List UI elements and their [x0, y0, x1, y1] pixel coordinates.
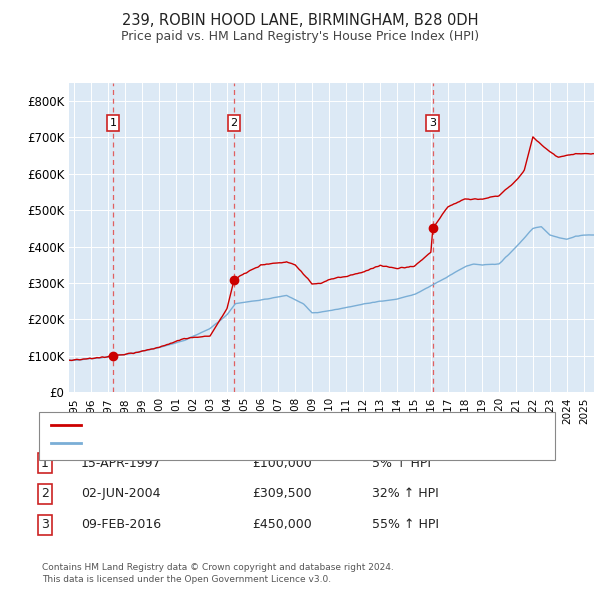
Text: 55% ↑ HPI: 55% ↑ HPI — [372, 518, 439, 531]
Text: 3: 3 — [41, 518, 49, 531]
Text: 5% ↑ HPI: 5% ↑ HPI — [372, 457, 431, 470]
Text: £100,000: £100,000 — [252, 457, 312, 470]
Text: £450,000: £450,000 — [252, 518, 312, 531]
Text: 239, ROBIN HOOD LANE, BIRMINGHAM, B28 0DH: 239, ROBIN HOOD LANE, BIRMINGHAM, B28 0D… — [122, 13, 478, 28]
Text: 02-JUN-2004: 02-JUN-2004 — [81, 487, 161, 500]
Text: 2: 2 — [41, 487, 49, 500]
Text: 1: 1 — [110, 118, 116, 128]
Text: 1: 1 — [41, 457, 49, 470]
Text: 239, ROBIN HOOD LANE, BIRMINGHAM, B28 0DH (detached house): 239, ROBIN HOOD LANE, BIRMINGHAM, B28 0D… — [87, 421, 461, 430]
Text: HPI: Average price, detached house, Birmingham: HPI: Average price, detached house, Birm… — [87, 438, 362, 448]
Text: 09-FEB-2016: 09-FEB-2016 — [81, 518, 161, 531]
Text: 2: 2 — [230, 118, 238, 128]
Text: Price paid vs. HM Land Registry's House Price Index (HPI): Price paid vs. HM Land Registry's House … — [121, 30, 479, 43]
Text: 15-APR-1997: 15-APR-1997 — [81, 457, 161, 470]
Text: 32% ↑ HPI: 32% ↑ HPI — [372, 487, 439, 500]
Text: 3: 3 — [429, 118, 436, 128]
Text: Contains HM Land Registry data © Crown copyright and database right 2024.
This d: Contains HM Land Registry data © Crown c… — [42, 563, 394, 584]
Text: £309,500: £309,500 — [252, 487, 311, 500]
